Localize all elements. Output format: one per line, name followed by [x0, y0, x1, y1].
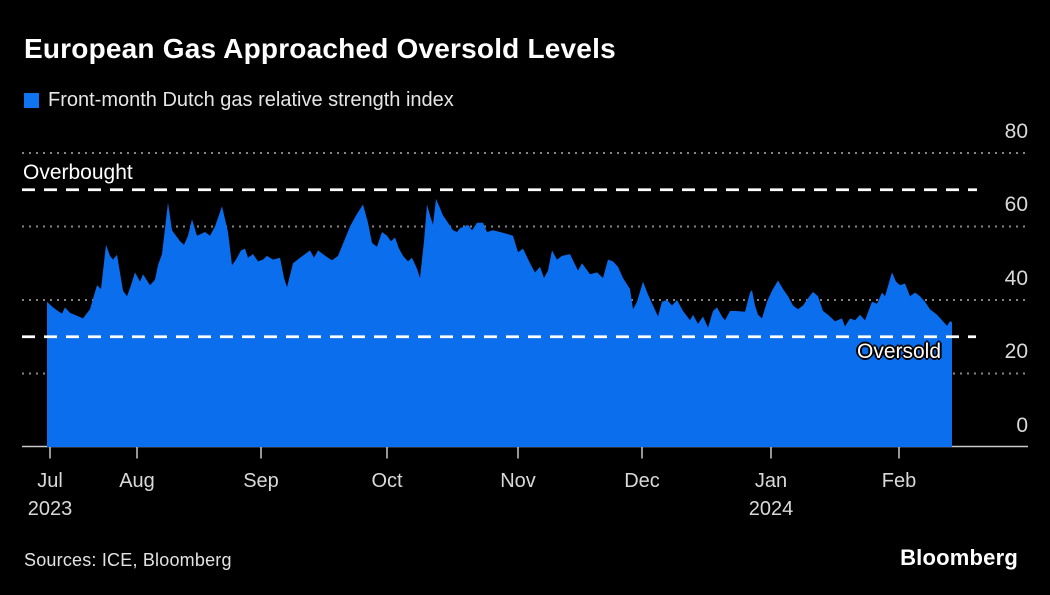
y-axis-label-20: 20 [1004, 340, 1028, 363]
x-axis-label-sep: Sep [243, 470, 279, 492]
legend-label: Front-month Dutch gas relative strength … [48, 89, 454, 111]
x-axis-label-oct: Oct [371, 470, 403, 492]
rsi-area-path [47, 198, 952, 447]
overbought-label: Overbought [23, 161, 133, 184]
y-axis-label-80: 80 [1004, 119, 1028, 143]
legend: Front-month Dutch gas relative strength … [24, 89, 454, 112]
x-axis-label-feb: Feb [881, 470, 917, 492]
x-axis-label-jan: Jan 2024 [748, 470, 794, 520]
x-axis-label-nov: Nov [500, 470, 536, 492]
legend-swatch [24, 93, 39, 108]
y-axis-label-60: 60 [1004, 193, 1028, 216]
x-axis-label-aug: Aug [119, 470, 155, 492]
y-axis-label-0: 0 [1016, 413, 1028, 437]
sources-text: Sources: ICE, Bloomberg [24, 550, 232, 570]
x-axis-label-dec: Dec [624, 470, 660, 492]
chart-title: European Gas Approached Oversold Levels [24, 33, 616, 64]
bloomberg-logo: Bloomberg [900, 545, 1018, 570]
y-axis-label-40: 40 [1004, 266, 1028, 290]
oversold-label: Oversold [857, 340, 942, 363]
x-axis-label-jul: Jul 2023 [27, 470, 73, 520]
